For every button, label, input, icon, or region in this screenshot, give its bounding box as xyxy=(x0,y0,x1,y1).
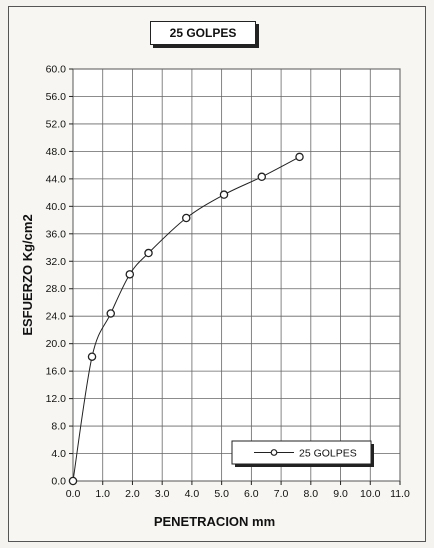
legend-entry-label: 25 GOLPES xyxy=(299,448,357,460)
series-layer xyxy=(68,152,304,486)
y-axis-ticks: 0.0 4.0 8.0 12.0 16.0 20.0 24.0 28.0 32.0 36.0 40.… xyxy=(46,64,73,488)
data-point xyxy=(68,476,78,486)
y-tick-label: 28.0 xyxy=(46,283,67,295)
legend: 25 GOLPES xyxy=(231,440,374,467)
y-tick-label: 20.0 xyxy=(46,338,67,350)
x-tick-label: 10.0 xyxy=(360,488,381,500)
x-tick-label: 8.0 xyxy=(304,488,319,500)
x-tick-label: 9.0 xyxy=(333,488,348,500)
plot-area xyxy=(72,68,401,482)
y-tick-label: 40.0 xyxy=(46,201,67,213)
y-tick-label: 4.0 xyxy=(51,448,66,460)
x-tick-label: 11.0 xyxy=(390,488,410,500)
x-tick-label: 3.0 xyxy=(155,488,170,500)
x-tick-label: 0.0 xyxy=(66,488,81,500)
y-tick-label: 24.0 xyxy=(46,311,67,323)
y-tick-label: 44.0 xyxy=(46,173,67,185)
data-point xyxy=(219,190,229,199)
data-point xyxy=(257,172,267,182)
y-tick-label: 32.0 xyxy=(46,256,67,268)
y-tick-label: 0.0 xyxy=(51,476,66,488)
legend-box xyxy=(231,440,372,465)
legend-marker-sample xyxy=(270,449,278,456)
x-axis-label: PENETRACION mm xyxy=(154,514,275,529)
y-axis-label: ESFUERZO Kg/cm2 xyxy=(20,214,35,335)
y-tick-label: 12.0 xyxy=(46,393,67,405)
x-tick-label: 7.0 xyxy=(274,488,289,500)
data-point xyxy=(106,309,116,318)
y-tick-label: 60.0 xyxy=(46,64,67,76)
x-tick-label: 1.0 xyxy=(95,488,110,500)
x-tick-label: 4.0 xyxy=(185,488,200,500)
data-point xyxy=(87,352,97,361)
data-point xyxy=(144,248,153,258)
data-point xyxy=(125,270,135,279)
data-point xyxy=(295,152,304,162)
y-tick-label: 16.0 xyxy=(46,366,67,378)
y-tick-label: 52.0 xyxy=(46,118,67,130)
x-tick-label: 2.0 xyxy=(125,488,140,500)
y-tick-label: 8.0 xyxy=(51,421,66,433)
chart-title: 25 GOLPES xyxy=(150,21,256,45)
y-tick-label: 48.0 xyxy=(46,146,67,158)
x-tick-label: 6.0 xyxy=(244,488,259,500)
y-tick-label: 36.0 xyxy=(46,228,67,240)
x-axis-ticks: 0.0 1.0 2.0 3.0 4.0 5.0 6.0 7.0 8.0 9.0 10.0 11.0 xyxy=(66,481,410,500)
data-point xyxy=(182,213,191,223)
x-tick-label: 5.0 xyxy=(214,488,229,500)
y-tick-label: 56.0 xyxy=(46,91,67,103)
